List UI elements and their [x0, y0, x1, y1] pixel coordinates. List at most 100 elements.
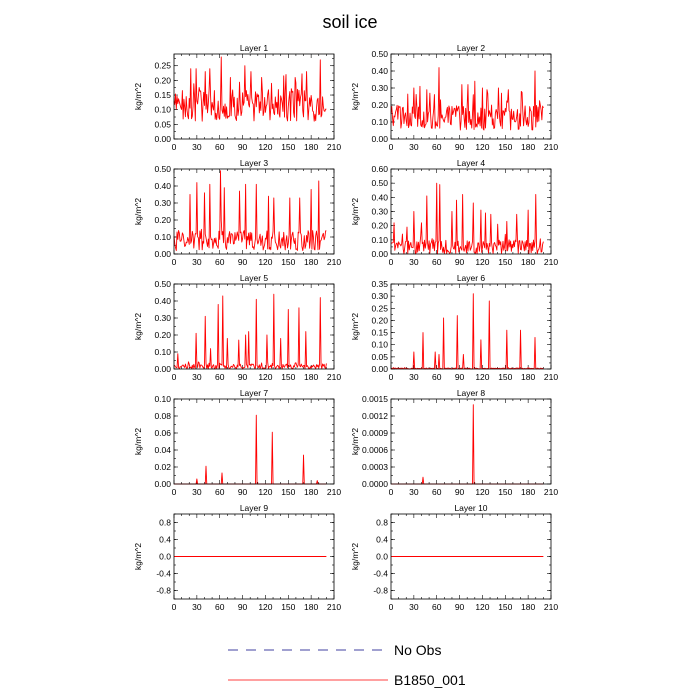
- panel-layer-10: Layer 10 kg/m^2 0 30 60 90 120 150 180 210 -0.8 -0.…: [350, 503, 558, 612]
- y-tick-label: 0.0: [159, 552, 171, 562]
- x-tick-label: 120: [258, 142, 272, 152]
- y-tick-label: 0.06: [154, 428, 171, 438]
- x-tick-label: 180: [521, 487, 535, 497]
- x-tick-label: 150: [281, 257, 295, 267]
- x-tick-label: 150: [498, 142, 512, 152]
- x-tick-label: 30: [192, 257, 202, 267]
- y-axis-label: kg/m^2: [133, 543, 143, 570]
- x-tick-label: 210: [327, 257, 341, 267]
- x-tick-label: 0: [172, 372, 177, 382]
- panel-title: Layer 6: [457, 273, 486, 283]
- x-tick-label: 30: [409, 487, 419, 497]
- y-tick-label: 0.50: [154, 164, 171, 174]
- y-tick-label: 0.20: [154, 75, 171, 85]
- panel-layer-5: Layer 5 kg/m^2 0 30 60 90 120 150 180 210 0.00 0.10…: [133, 273, 341, 382]
- x-tick-label: 150: [498, 487, 512, 497]
- x-tick-label: 120: [475, 487, 489, 497]
- series-line-b1850-001: [390, 182, 544, 255]
- y-axis-label: kg/m^2: [133, 428, 143, 455]
- x-tick-label: 120: [475, 257, 489, 267]
- x-tick-label: 60: [432, 602, 442, 612]
- x-tick-label: 180: [304, 602, 318, 612]
- x-tick-label: 150: [498, 372, 512, 382]
- panel-title: Layer 10: [454, 503, 487, 513]
- x-tick-label: 90: [238, 487, 248, 497]
- y-tick-label: -0.8: [156, 586, 171, 596]
- figure-title: soil ice: [322, 12, 377, 32]
- x-tick-label: 120: [258, 602, 272, 612]
- y-tick-label: 0.00: [154, 134, 171, 144]
- y-tick-label: 0.04: [154, 445, 171, 455]
- y-tick-label: 0.50: [371, 49, 388, 59]
- panel-title: Layer 9: [240, 503, 269, 513]
- legend-label-b1850-001: B1850_001: [394, 672, 466, 688]
- y-axis-label: kg/m^2: [350, 198, 360, 225]
- x-tick-label: 150: [281, 372, 295, 382]
- y-axis-label: kg/m^2: [133, 83, 143, 110]
- series-line-b1850-001: [173, 293, 327, 370]
- x-tick-label: 90: [238, 602, 248, 612]
- x-tick-label: 180: [304, 257, 318, 267]
- x-tick-label: 30: [409, 372, 419, 382]
- y-tick-label: 0.60: [371, 164, 388, 174]
- y-tick-label: 0.20: [154, 330, 171, 340]
- y-tick-label: -0.8: [373, 586, 388, 596]
- x-tick-label: 210: [327, 372, 341, 382]
- x-tick-label: 60: [432, 142, 442, 152]
- y-tick-label: 0.25: [154, 61, 171, 71]
- x-tick-label: 90: [455, 142, 465, 152]
- y-tick-label: 0.30: [154, 198, 171, 208]
- legend: No Obs B1850_001: [228, 642, 466, 688]
- x-tick-label: 0: [389, 602, 394, 612]
- y-tick-label: 0.10: [154, 232, 171, 242]
- y-tick-label: 0.30: [371, 207, 388, 217]
- y-tick-label: 0.08: [154, 411, 171, 421]
- y-axis-label: kg/m^2: [350, 83, 360, 110]
- x-tick-label: 120: [475, 142, 489, 152]
- y-tick-label: 0.00: [154, 479, 171, 489]
- x-tick-label: 180: [521, 602, 535, 612]
- y-tick-label: 0.50: [371, 178, 388, 188]
- y-tick-label: 0.10: [371, 117, 388, 127]
- y-tick-label: 0.40: [154, 181, 171, 191]
- plot-frame: [390, 53, 552, 140]
- x-tick-label: 210: [544, 142, 558, 152]
- y-tick-label: 0.0015: [362, 394, 388, 404]
- panel-layer-1: Layer 1 kg/m^2 0 30 60 90 120 150 180 210 0.00 0.05…: [133, 43, 341, 152]
- x-tick-label: 120: [475, 602, 489, 612]
- panel-title: Layer 1: [240, 43, 269, 53]
- x-tick-label: 90: [238, 372, 248, 382]
- x-tick-label: 0: [389, 372, 394, 382]
- panel-layer-6: Layer 6 kg/m^2 0 30 60 90 120 150 180 210 0.00 0.05…: [350, 273, 558, 382]
- x-tick-label: 210: [544, 372, 558, 382]
- y-tick-label: 0.05: [371, 352, 388, 362]
- x-tick-label: 90: [455, 257, 465, 267]
- y-tick-label: 0.0012: [362, 411, 388, 421]
- x-tick-label: 150: [281, 142, 295, 152]
- y-tick-label: 0.30: [154, 313, 171, 323]
- series-line-b1850-001: [390, 293, 544, 370]
- y-axis-label: kg/m^2: [133, 313, 143, 340]
- y-tick-label: 0.0009: [362, 428, 388, 438]
- x-tick-label: 90: [238, 257, 248, 267]
- y-tick-label: 0.15: [154, 90, 171, 100]
- panel-title: Layer 8: [457, 388, 486, 398]
- x-tick-label: 30: [192, 372, 202, 382]
- y-tick-label: 0.20: [371, 221, 388, 231]
- x-tick-label: 90: [455, 372, 465, 382]
- x-tick-label: 150: [498, 257, 512, 267]
- y-tick-label: 0.05: [154, 119, 171, 129]
- y-tick-label: 0.0: [376, 552, 388, 562]
- y-axis-label: kg/m^2: [350, 428, 360, 455]
- x-tick-label: 210: [327, 602, 341, 612]
- y-tick-label: 0.40: [371, 66, 388, 76]
- panel-title: Layer 4: [457, 158, 486, 168]
- x-tick-label: 180: [304, 142, 318, 152]
- y-tick-label: -0.4: [373, 569, 388, 579]
- y-axis-label: kg/m^2: [350, 543, 360, 570]
- series-line-b1850-001: [173, 56, 327, 122]
- panel-layer-2: Layer 2 kg/m^2 0 30 60 90 120 150 180 210 0.00 0.10…: [350, 43, 558, 152]
- x-tick-label: 150: [498, 602, 512, 612]
- y-tick-label: 0.00: [154, 249, 171, 259]
